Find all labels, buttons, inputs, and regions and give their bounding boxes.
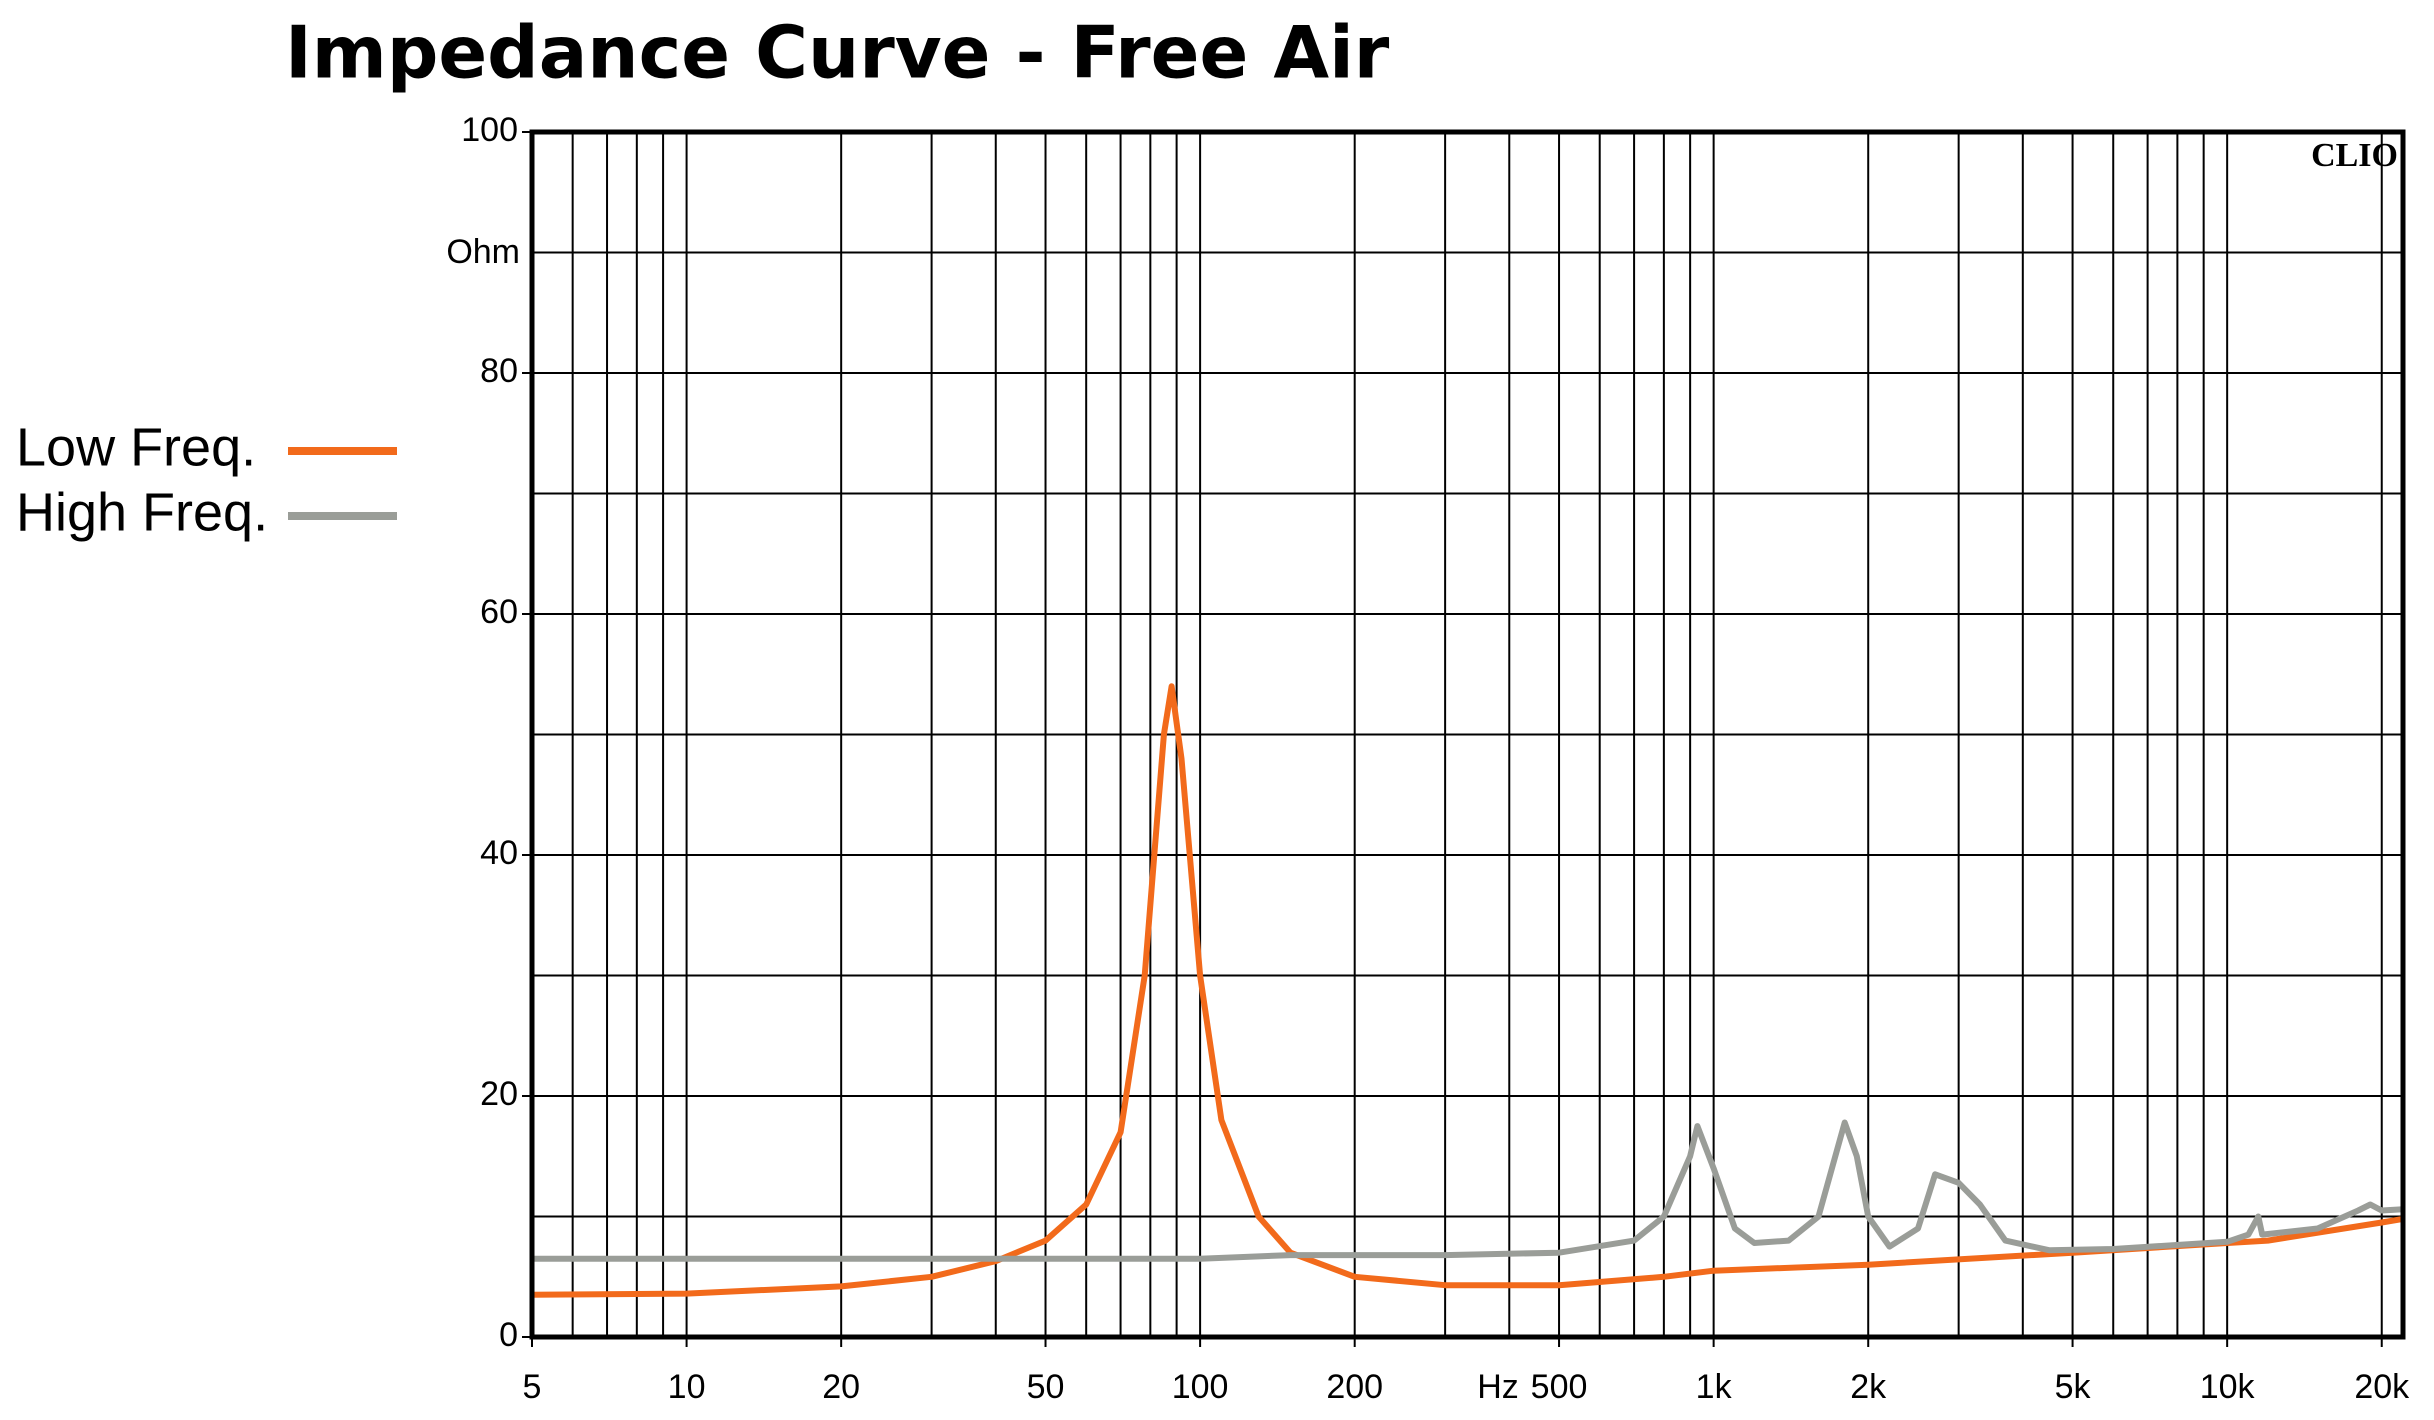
y-unit: Ohm — [446, 233, 520, 271]
x-tick-label: 10k — [2200, 1368, 2256, 1406]
x-tick-label: 5k — [2055, 1368, 2092, 1406]
x-tick-label: 1k — [1696, 1368, 1733, 1406]
x-tick-label: 200 — [1326, 1368, 1383, 1406]
x-tick-label: 20k — [2354, 1368, 2410, 1406]
x-tick-label: 10 — [668, 1368, 706, 1406]
chart-title: Impedance Curve - Free Air — [285, 11, 1390, 95]
y-tick-label: 100 — [461, 111, 518, 149]
y-tick-label: 60 — [480, 593, 518, 631]
x-tick-label: 50 — [1027, 1368, 1065, 1406]
x-tick-label: 500 — [1531, 1368, 1588, 1406]
x-unit: Hz — [1477, 1368, 1519, 1406]
y-tick-label: 40 — [480, 834, 518, 872]
plot-frame — [529, 129, 2406, 1340]
legend-label: High Freq. — [16, 482, 268, 542]
x-tick-label: 20 — [822, 1368, 860, 1406]
y-tick-label: 80 — [480, 352, 518, 390]
watermark: CLIO — [2311, 137, 2398, 174]
y-tick-label: 20 — [480, 1075, 518, 1113]
x-tick-label: 5 — [523, 1368, 542, 1406]
legend-label: Low Freq. — [16, 417, 256, 477]
x-tick-label: 2k — [1850, 1368, 1887, 1406]
y-tick-label: 0 — [499, 1316, 518, 1354]
data-line — [531, 683, 2404, 1298]
x-tick-label: 100 — [1172, 1368, 1229, 1406]
data-line — [532, 1119, 2404, 1262]
